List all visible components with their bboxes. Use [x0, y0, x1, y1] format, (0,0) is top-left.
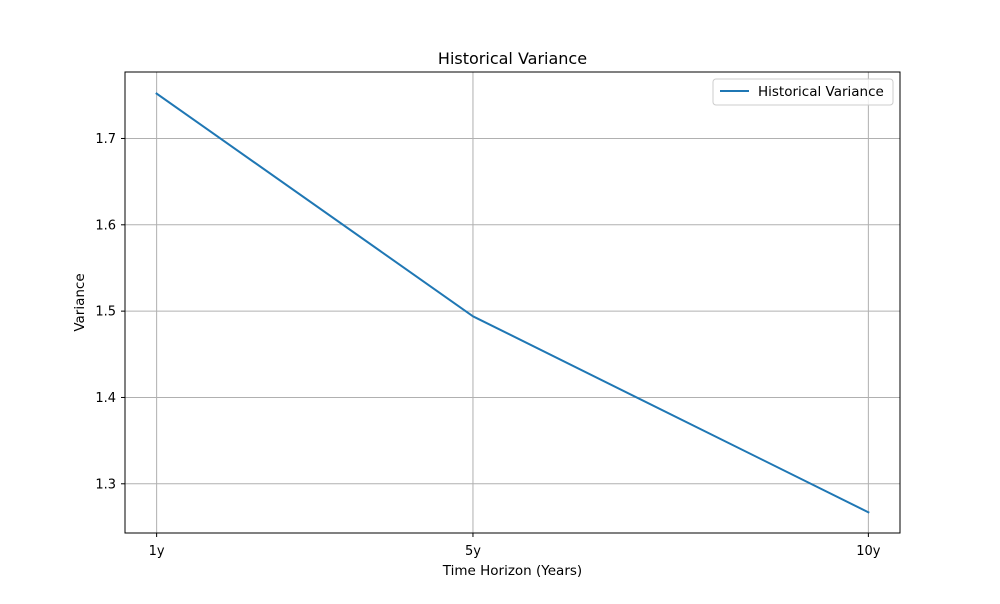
legend: Historical Variance — [713, 79, 893, 105]
y-tick-label: 1.5 — [95, 305, 116, 320]
x-tick-label: 10y — [856, 544, 881, 559]
x-axis-label: Time Horizon (Years) — [442, 563, 582, 579]
y-axis-label: Variance — [72, 273, 88, 331]
x-tick-label: 5y — [465, 544, 481, 559]
x-tick-label: 1y — [149, 544, 165, 559]
y-tick-label: 1.4 — [95, 391, 116, 406]
y-tick-label: 1.7 — [95, 132, 116, 147]
legend-label-historical-variance: Historical Variance — [758, 84, 884, 100]
chart-title: Historical Variance — [438, 49, 587, 68]
y-tick-label: 1.3 — [95, 477, 116, 492]
y-tick-label: 1.6 — [95, 218, 116, 233]
